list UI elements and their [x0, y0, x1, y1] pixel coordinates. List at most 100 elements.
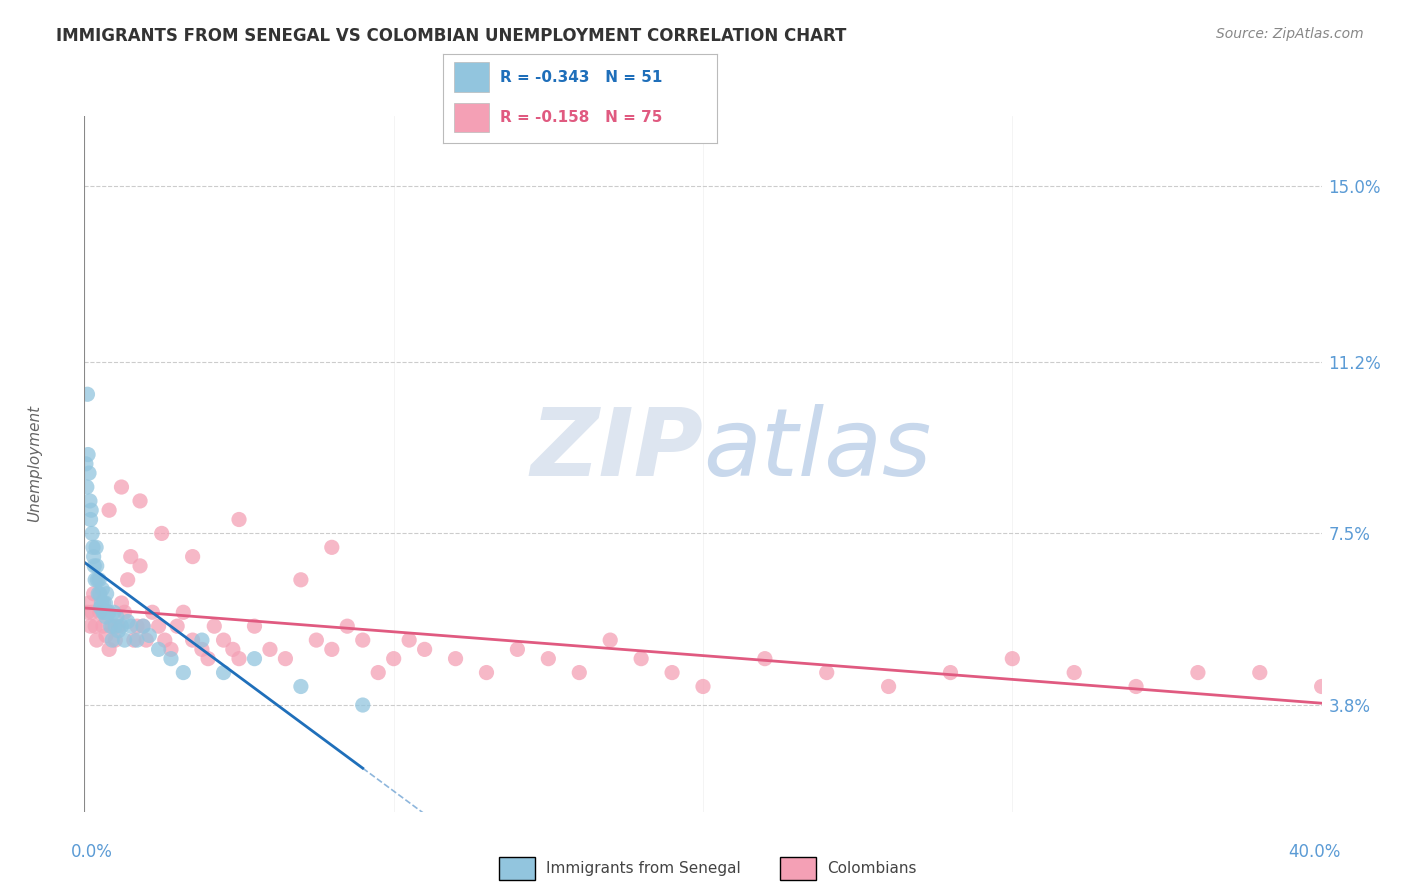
Point: [82, 605, 104, 619]
Point: [79, 512, 101, 526]
Point: [75, 457, 97, 471]
Point: [191, 642, 214, 657]
Point: [114, 633, 136, 648]
Point: [101, 619, 124, 633]
Point: [101, 633, 124, 648]
Point: [191, 633, 214, 648]
Point: [367, 665, 389, 680]
Point: [243, 651, 266, 665]
Point: [222, 642, 245, 657]
Point: [243, 619, 266, 633]
Point: [336, 619, 359, 633]
Point: [129, 494, 152, 508]
Point: [939, 665, 962, 680]
Point: [202, 619, 225, 633]
Point: [86, 573, 108, 587]
Point: [76, 605, 98, 619]
Point: [76, 387, 98, 401]
Text: Colombians: Colombians: [827, 862, 917, 876]
Point: [76, 480, 98, 494]
Point: [86, 633, 108, 648]
Point: [537, 651, 560, 665]
Point: [120, 549, 142, 564]
Point: [82, 526, 104, 541]
Point: [197, 651, 219, 665]
Point: [290, 680, 312, 694]
Text: IMMIGRANTS FROM SENEGAL VS COLOMBIAN UNEMPLOYMENT CORRELATION CHART: IMMIGRANTS FROM SENEGAL VS COLOMBIAN UNE…: [56, 27, 846, 45]
Point: [1249, 665, 1271, 680]
Text: Source: ZipAtlas.com: Source: ZipAtlas.com: [1216, 27, 1364, 41]
Point: [506, 642, 529, 657]
Point: [84, 619, 107, 633]
Point: [107, 619, 129, 633]
Point: [212, 665, 235, 680]
Text: R = -0.343   N = 51: R = -0.343 N = 51: [501, 70, 662, 85]
Text: R = -0.158   N = 75: R = -0.158 N = 75: [501, 110, 662, 125]
Point: [877, 680, 900, 694]
Point: [96, 587, 118, 601]
Point: [110, 596, 132, 610]
Point: [89, 605, 111, 619]
Point: [79, 619, 101, 633]
Point: [172, 665, 194, 680]
Point: [98, 642, 121, 657]
Point: [321, 541, 343, 555]
Point: [79, 494, 101, 508]
Point: [160, 651, 183, 665]
Point: [692, 680, 714, 694]
Point: [94, 596, 117, 610]
Point: [98, 503, 121, 517]
Point: [1187, 665, 1209, 680]
Point: [166, 619, 188, 633]
Point: [181, 633, 204, 648]
Point: [110, 480, 132, 494]
Point: [228, 512, 250, 526]
Text: 0.0%: 0.0%: [70, 843, 112, 861]
Point: [107, 624, 129, 638]
Point: [150, 526, 173, 541]
Point: [212, 633, 235, 648]
Point: [77, 466, 100, 480]
Point: [110, 619, 132, 633]
Point: [172, 605, 194, 619]
Point: [91, 619, 114, 633]
Point: [83, 587, 105, 601]
Point: [86, 558, 108, 573]
Point: [160, 642, 183, 657]
Point: [1310, 680, 1333, 694]
Point: [754, 651, 776, 665]
Point: [274, 651, 297, 665]
Point: [97, 605, 120, 619]
Point: [83, 549, 105, 564]
Point: [129, 558, 152, 573]
Point: [93, 596, 115, 610]
Point: [382, 651, 405, 665]
Text: Immigrants from Senegal: Immigrants from Senegal: [546, 862, 741, 876]
Bar: [454, 103, 489, 132]
Bar: [454, 62, 489, 92]
Point: [90, 596, 112, 610]
Point: [1063, 665, 1085, 680]
Point: [87, 587, 110, 601]
Point: [398, 633, 420, 648]
Point: [132, 619, 155, 633]
Point: [352, 633, 374, 648]
Point: [352, 698, 374, 712]
Point: [122, 633, 145, 648]
Point: [89, 587, 111, 601]
Text: Unemployment: Unemployment: [27, 405, 42, 523]
Point: [305, 633, 328, 648]
Point: [93, 605, 115, 619]
Point: [413, 642, 436, 657]
Point: [94, 610, 117, 624]
Point: [117, 573, 139, 587]
Point: [84, 541, 107, 555]
Point: [104, 633, 127, 648]
Point: [91, 605, 114, 619]
Point: [100, 619, 122, 633]
Text: 40.0%: 40.0%: [1288, 843, 1341, 861]
Text: ZIP: ZIP: [530, 404, 703, 496]
Point: [630, 651, 652, 665]
Point: [98, 605, 121, 619]
Point: [94, 628, 117, 642]
